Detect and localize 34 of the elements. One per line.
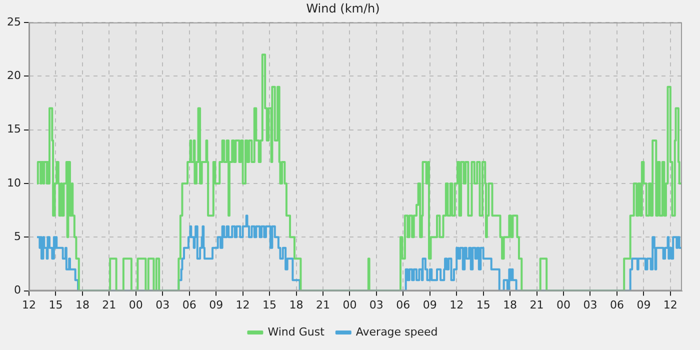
y-tick-label: 10 (6, 176, 21, 190)
chart-title: Wind (km/h) (306, 1, 380, 16)
x-tick-label: 21 (530, 298, 544, 312)
x-tick-label: 21 (316, 298, 330, 312)
x-tick-label: 00 (556, 298, 571, 312)
x-tick-label: 00 (128, 298, 143, 312)
x-tick-label: 12 (663, 298, 678, 312)
x-tick-label: 09 (422, 298, 437, 312)
x-tick-label: 18 (289, 298, 304, 312)
x-tick-label: 18 (503, 298, 518, 312)
y-tick-label: 20 (6, 68, 21, 82)
x-tick-label: 15 (476, 298, 490, 312)
x-tick-label: 12 (22, 298, 36, 312)
x-tick-label: 06 (182, 298, 196, 312)
x-tick-label: 12 (450, 298, 464, 312)
x-tick-label: 15 (48, 298, 63, 312)
x-tick-label: 09 (636, 298, 651, 312)
x-tick-label: 12 (236, 298, 250, 312)
x-tick-label: 03 (156, 298, 170, 312)
x-tick-label: 00 (342, 298, 357, 312)
x-tick-label: 03 (369, 298, 384, 312)
legend-label: Wind Gust (268, 325, 326, 338)
y-tick-label: 25 (6, 15, 21, 28)
x-tick-label: 09 (209, 298, 224, 312)
x-tick-label: 06 (610, 298, 624, 312)
legend-label: Average speed (356, 325, 438, 338)
x-tick-label: 15 (262, 298, 277, 312)
y-tick-label: 15 (6, 122, 21, 136)
y-tick-label: 0 (14, 284, 21, 297)
x-tick-label: 03 (583, 298, 598, 312)
x-tick-label: 18 (75, 298, 90, 312)
x-tick-label: 06 (396, 298, 410, 312)
x-tick-label: 21 (102, 298, 116, 312)
y-tick-label: 5 (14, 230, 21, 243)
